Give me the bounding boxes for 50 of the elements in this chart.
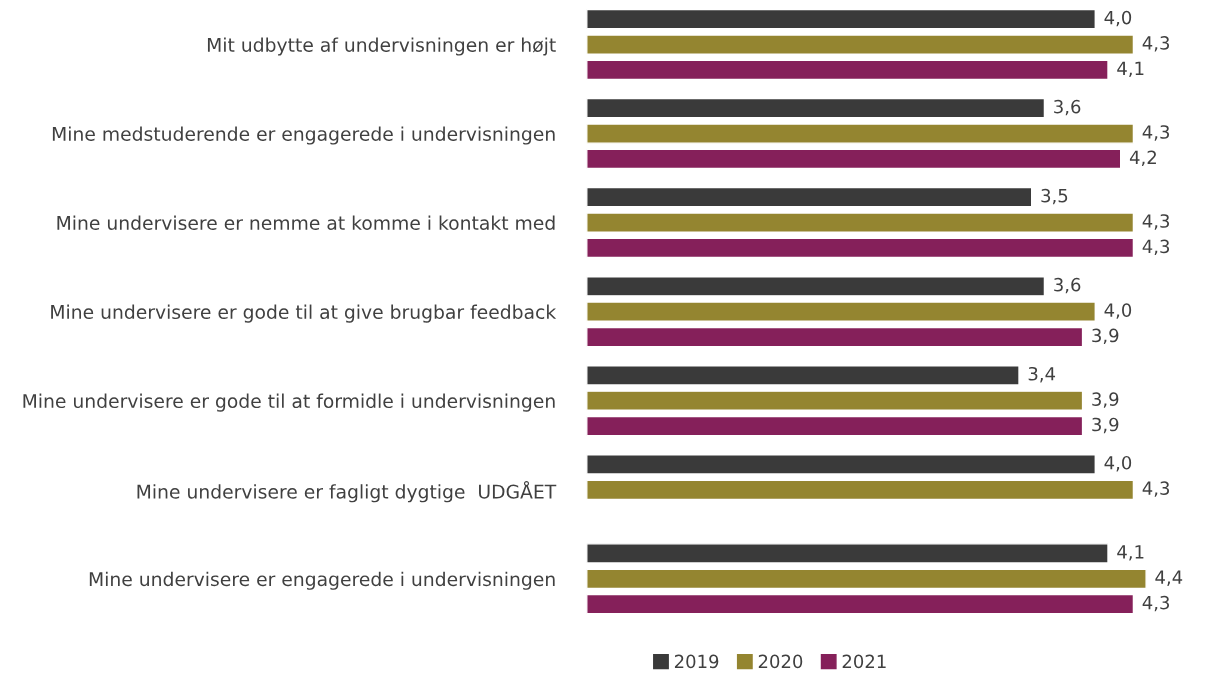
bar bbox=[586, 34, 1135, 55]
data-label: 4,3 bbox=[1142, 595, 1170, 612]
bar bbox=[586, 326, 1084, 348]
bar bbox=[586, 59, 1109, 81]
bar bbox=[586, 301, 1096, 322]
data-label: 4,3 bbox=[1142, 481, 1170, 497]
bar bbox=[586, 365, 1020, 386]
bar bbox=[586, 8, 1096, 30]
data-label: 3,9 bbox=[1092, 392, 1119, 408]
bar bbox=[586, 186, 1033, 208]
y-tick-label: Mine undervisere er nemme at komme i kontakt med bbox=[57, 215, 555, 231]
data-label: 3,6 bbox=[1054, 277, 1081, 294]
bar bbox=[586, 237, 1135, 259]
data-label: 4,4 bbox=[1155, 570, 1183, 586]
y-tick-label: Mine undervisere er fagligt dygtige UDGÅET bbox=[137, 481, 557, 503]
data-label: 4,3 bbox=[1142, 125, 1170, 141]
bar bbox=[586, 97, 1046, 119]
bar bbox=[586, 593, 1135, 615]
bar bbox=[586, 276, 1046, 297]
y-tick-label: Mine medstuderende er engagerede i undervisningen bbox=[52, 126, 555, 145]
data-label: 3,9 bbox=[1092, 328, 1119, 345]
data-label: 3,4 bbox=[1028, 366, 1056, 383]
bar bbox=[586, 568, 1147, 590]
data-label: 4,3 bbox=[1142, 239, 1170, 256]
bar bbox=[586, 415, 1084, 437]
data-label: 3,6 bbox=[1054, 99, 1081, 116]
data-label: 4,0 bbox=[1104, 10, 1132, 27]
data-label: 4,1 bbox=[1117, 545, 1144, 561]
y-tick-label: Mine undervisere er gode til at give brugbar feedback bbox=[51, 304, 557, 323]
legend-label: 2020 bbox=[758, 654, 803, 669]
bar bbox=[586, 123, 1135, 144]
legend-label: 2021 bbox=[842, 654, 886, 669]
data-label: 4,3 bbox=[1142, 214, 1170, 230]
bar bbox=[586, 148, 1122, 170]
y-tick-label: Mine undervisere er engagerede i undervisningen bbox=[89, 571, 555, 590]
bar bbox=[586, 479, 1135, 501]
data-label: 3,5 bbox=[1041, 188, 1068, 205]
data-label: 3,9 bbox=[1092, 417, 1119, 434]
data-label: 4,1 bbox=[1117, 61, 1144, 77]
bar bbox=[586, 543, 1109, 564]
bar bbox=[586, 212, 1135, 233]
y-tick-label: Mine undervisere er gode til at formidle i undervisningen bbox=[23, 393, 555, 412]
data-label: 4,0 bbox=[1104, 455, 1132, 472]
data-label: 4,2 bbox=[1129, 150, 1156, 167]
data-label: 4,3 bbox=[1142, 36, 1170, 52]
data-label: 4,0 bbox=[1104, 303, 1132, 319]
legend-label: 2019 bbox=[674, 654, 719, 669]
bar bbox=[586, 390, 1084, 411]
bar bbox=[586, 454, 1096, 475]
y-tick-label: Mit udbytte af undervisningen er højt bbox=[207, 37, 556, 56]
